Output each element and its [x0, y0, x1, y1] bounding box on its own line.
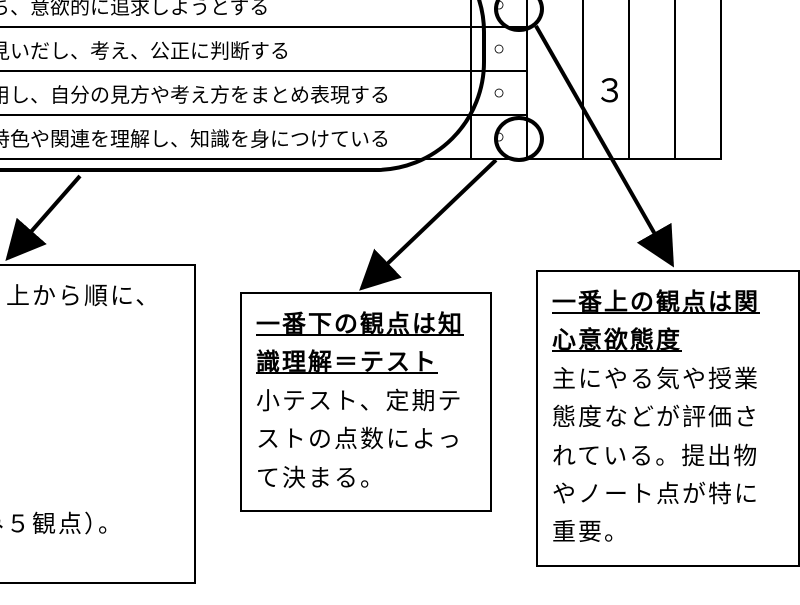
overall-score-number: ３	[594, 66, 626, 112]
arrow-left-to-leftbox	[0, 0, 800, 605]
